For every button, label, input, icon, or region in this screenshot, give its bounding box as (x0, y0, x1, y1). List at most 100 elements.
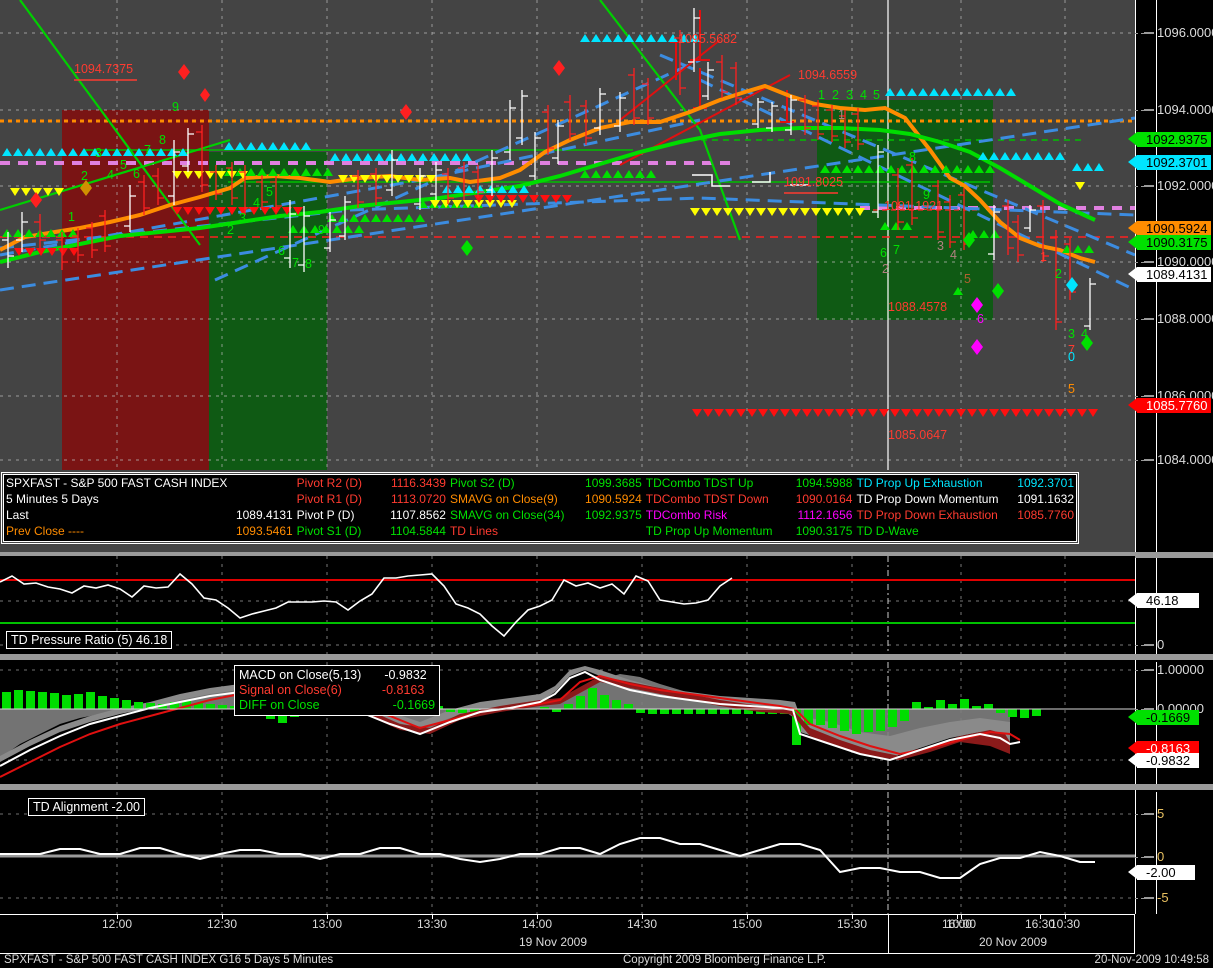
axis-tick-label: 1090.0000 (1157, 254, 1213, 269)
legend-cell-r3-c9 (1010, 523, 1076, 539)
axis-tick-dash (1135, 645, 1144, 646)
td-sequence-number: 3 (846, 88, 853, 102)
chart-legend-box[interactable]: SPXFAST - S&P 500 FAST CASH INDEX Pivot R… (1, 472, 1079, 544)
td-sequence-number: 6 (880, 246, 887, 260)
td-sequence-number: 3 (1068, 327, 1075, 341)
td-prop-up-momentum-flag[interactable]: 1090.3175 (1128, 235, 1211, 250)
td-sequence-number: 4 (950, 248, 957, 262)
time-tick-label: 12:30 (206, 917, 238, 931)
axis-tick-label: 1088.0000 (1157, 311, 1213, 326)
axis-tick-mark (1144, 261, 1154, 263)
macd-flag[interactable]: -0.9832 (1128, 753, 1199, 768)
time-tick-label: 14:00 (521, 917, 553, 931)
td-sequence-number: 5 (1068, 382, 1075, 396)
time-tick-label: 16:30 (1024, 917, 1056, 931)
smavg-34-line (0, 126, 1096, 264)
price-chart-panel[interactable]: 1094.7375 1095.5682 1094.6559 1091.8025 1091… (0, 0, 1135, 552)
td-pressure-ratio-flag[interactable]: 46.18 (1128, 593, 1199, 608)
legend-cell-r2-c8: TD Prop Down Exhaustion (856, 508, 998, 522)
time-axis[interactable]: 12:00 12:30 13:00 13:30 14:00 14:30 15:00 15:30… (0, 914, 1213, 954)
time-axis-right-edge (1134, 914, 1135, 954)
td-sequence-number: 8 (159, 133, 166, 147)
legend-cell-r3-c2: Pivot S1 (D) (296, 524, 362, 538)
flag-pointer-icon (1128, 741, 1137, 755)
td-sequence-number: 6 (278, 244, 285, 258)
td-sequence-number: 2 (882, 262, 889, 276)
axis-tick-dash (1135, 396, 1144, 397)
td-prop-down-exhaustion-flag[interactable]: 1085.7760 (1128, 398, 1211, 413)
axis-tick-label: 1084.0000 (1157, 452, 1213, 467)
legend-row: Last 1089.4131 Pivot P (D) 1107.8562 SMAVG o… (4, 507, 1076, 523)
td-alignment-label[interactable]: TD Alignment -2.00 (28, 798, 145, 816)
axis-tick-dash (1135, 857, 1144, 858)
legend-cell-r1-c8: TD Prop Down Momentum (856, 492, 999, 506)
time-tick-mark (642, 914, 643, 919)
axis-tick-label-align: 5 (1157, 806, 1165, 821)
axis-tick-label: 1094.0000 (1157, 102, 1213, 117)
td-sequence-number: 3 (239, 211, 246, 225)
legend-cell-r3-c8: TD D-Wave (856, 524, 919, 538)
axis-tick-dash (1135, 186, 1144, 187)
time-tick-mark (222, 914, 223, 919)
legend-cell-r0-c0: SPXFAST - S&P 500 FAST CASH INDEX (6, 476, 228, 490)
legend-cell-r1-c1 (229, 491, 294, 507)
time-tick-mark (432, 914, 433, 919)
legend-cell-r0-c3: 1116.3439 (391, 476, 446, 490)
td-pressure-ratio-label[interactable]: TD Pressure Ratio (5) 46.18 (6, 631, 173, 649)
macd-canvas[interactable] (0, 662, 1135, 784)
axis-tick-label-align: -5 (1157, 890, 1169, 905)
legend-cell-r1-c5: 1090.5924 (585, 492, 642, 506)
smavg9-flag[interactable]: 1090.5924 (1128, 221, 1211, 236)
axis-tick-label: 1092.0000 (1157, 178, 1213, 193)
td-sequence-number: 7 (292, 256, 299, 270)
panel-separator-1 (0, 552, 1213, 558)
flag-pointer-icon (1128, 593, 1137, 607)
td-sequence-number: 1 (818, 88, 825, 102)
time-tick-mark (747, 914, 748, 919)
macd-legend-value-0: -0.9832 (384, 668, 427, 682)
td-sequence-number: 2 (81, 169, 88, 183)
td-sequence-number: 7 (144, 143, 151, 157)
legend-cell-r0-c8: TD Prop Up Exhaustion (856, 476, 983, 490)
last-price-flag[interactable]: 1089.4131 (1128, 267, 1211, 282)
legend-cell-r3-c7: 1090.3175 (795, 524, 853, 538)
legend-row: Prev Close ---- 1093.5461 Pivot S1 (D) 1104… (4, 523, 1076, 539)
td-prop-up-exhaustion-flag[interactable]: 1092.3701 (1128, 155, 1211, 170)
axis-tick-dash (1135, 110, 1144, 111)
axis-tick-dash (1135, 709, 1144, 710)
footer-security-label: SPXFAST - S&P 500 FAST CASH INDEX G16 5 … (4, 954, 334, 966)
legend-cell-r0-c6: TDCombo TDST Up (645, 476, 754, 490)
td-alignment-canvas[interactable] (0, 792, 1135, 914)
macd-legend-value-1: -0.8163 (381, 683, 425, 697)
diff-flag[interactable]: -0.1669 (1128, 710, 1199, 725)
td-sequence-number: 4 (253, 196, 260, 210)
td-alignment-flag[interactable]: -2.00 (1128, 865, 1195, 880)
price-axis-column[interactable]: 1096.0000 1094.0000 1092.0000 1090.0000 1088… (1128, 0, 1213, 914)
macd-legend-box[interactable]: MACD on Close(5,13) -0.9832 Signal on Cl… (234, 665, 441, 716)
td-sequence-number: 5 (120, 158, 127, 172)
axis-tick-label: 1.00000 (1157, 662, 1204, 677)
legend-cell-r3-c0: Prev Close ---- (6, 524, 85, 538)
legend-cell-r3-c4: TD Lines (449, 524, 498, 538)
td-line-label-1095: 1095.5682 (678, 32, 738, 46)
legend-cell-r1-c2: Pivot R1 (D) (296, 492, 363, 506)
macd-panel[interactable]: MACD on Close(5,13) -0.9832 Signal on Cl… (0, 662, 1135, 784)
td-alignment-panel[interactable]: TD Alignment -2.00 (0, 792, 1135, 914)
td-alignment-line (0, 837, 1095, 879)
signal-flag[interactable]: -0.8163 (1128, 741, 1199, 756)
smavg34-flag[interactable]: 1092.9375 (1128, 132, 1211, 147)
yellow-markers (10, 171, 1085, 216)
price-chart-canvas[interactable] (0, 0, 1135, 552)
td-pressure-ratio-panel[interactable]: TD Pressure Ratio (5) 46.18 (0, 556, 1135, 654)
td-pressure-ratio-canvas[interactable] (0, 556, 1135, 654)
axis-tick-mark (1144, 897, 1154, 899)
time-tick-label: 10:00 (945, 917, 977, 931)
td-sequence-number: 1 (68, 210, 75, 224)
legend-cell-r2-c7: 1112.1656 (797, 508, 853, 522)
td-sequence-number: 5 (873, 88, 880, 102)
time-tick-mark (1065, 914, 1066, 919)
legend-cell-r2-c1: 1089.4131 (235, 508, 293, 522)
time-date-label: 19 Nov 2009 (518, 935, 588, 949)
td-prop-down-exh-label: 1085.0647 (888, 428, 948, 442)
